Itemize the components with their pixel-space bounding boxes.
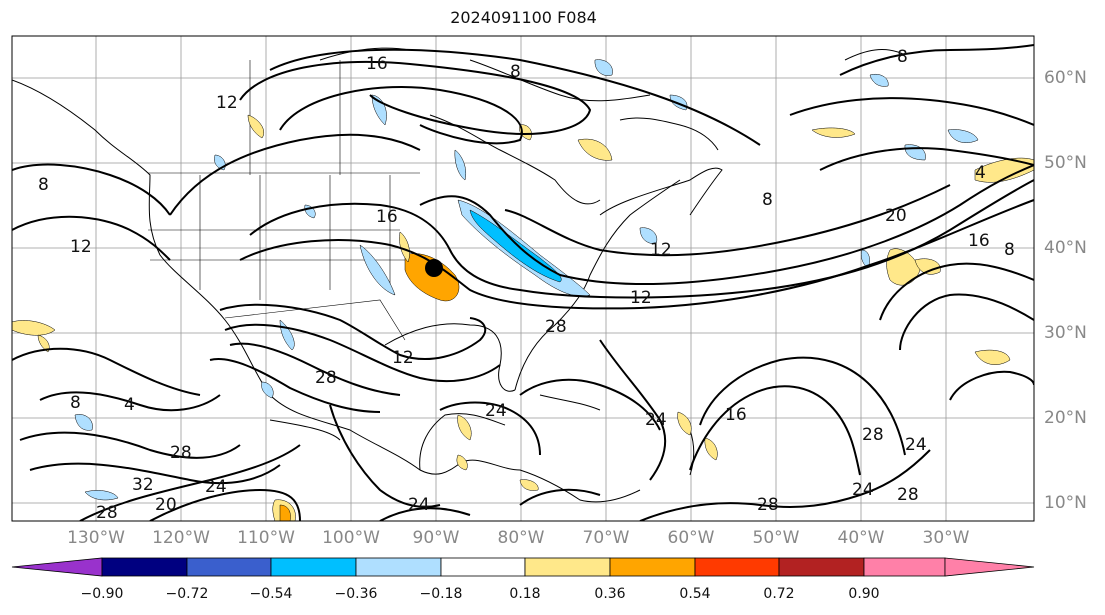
contour-label: 8 [38,175,49,195]
contour-label: 12 [392,348,414,368]
longitude-label: 40°W [837,528,885,548]
map-title: 2024091100 F084 [450,8,597,27]
contour-label: 8 [70,393,81,413]
contour-lines [12,44,1034,521]
colorbar-segment [609,557,696,577]
contour-label: 20 [155,495,177,515]
colorbar-segment [778,557,865,577]
longitude-label: 60°W [667,528,715,548]
contour-label: 8 [897,47,908,67]
contour-label: 8 [762,190,773,210]
contour-label: 4 [124,395,135,415]
longitude-label: 90°W [412,528,460,548]
colorbar-tick-label: 0.72 [763,586,795,602]
contour-label: 16 [376,207,398,227]
contour-label: 24 [852,480,874,500]
longitude-label: 120°W [152,528,210,548]
contour-label: 12 [70,237,92,257]
latitude-label: 20°N [1044,408,1087,428]
colorbar-tick-label: 0.36 [594,586,626,602]
latitude-label: 40°N [1044,238,1087,258]
map-frame [11,35,1035,522]
storm-center-marker [425,259,443,277]
contour-label-group: 16 8 12 8 12 16 12 4 8 20 16 8 12 28 12 … [38,47,1015,523]
colorbar-segment [355,557,442,577]
contour-label: 24 [645,410,667,430]
contour-label: 20 [885,206,907,226]
longitude-label: 110°W [237,528,295,548]
longitude-label: 100°W [322,528,380,548]
colorbar-segment [524,557,611,577]
latitude-label: 60°N [1044,68,1087,88]
colorbar-high-extension [944,557,1035,577]
contour-label: 16 [366,54,388,74]
contour-label: 12 [650,240,672,260]
longitude-label: 130°W [67,528,125,548]
contour-label: 24 [205,477,227,497]
contour-label: 24 [485,401,507,421]
colorbar-segment [863,557,946,577]
longitude-label: 80°W [497,528,545,548]
contour-label: 16 [725,405,747,425]
contour-label: 8 [510,62,521,82]
longitude-label: 50°W [752,528,800,548]
contour-label: 28 [897,485,919,505]
colorbar-tick-label: −0.90 [80,586,124,602]
latitude-label: 10°N [1044,493,1087,513]
colorbar-tick-label: −0.36 [334,586,378,602]
latitude-label: 30°N [1044,323,1087,343]
colorbar-tick-label: −0.18 [419,586,463,602]
contour-label: 12 [216,93,238,113]
colorbar-segment [186,557,272,577]
contour-label: 32 [132,475,154,495]
contour-label: 28 [545,317,567,337]
colorbar-tick-label: 0.54 [679,586,711,602]
colorbar-tick-label: 0.90 [848,586,880,602]
political-borders [148,60,430,341]
colorbar-tick-label: 0.18 [509,586,541,602]
contour-label: 28 [170,443,192,463]
contour-label: 8 [1004,240,1015,260]
colorbar-segment [101,557,188,577]
colorbar [11,557,1035,577]
colorbar-tick-label: −0.54 [249,586,293,602]
contour-label: 28 [757,495,779,515]
contour-label: 24 [905,435,927,455]
contour-label: 12 [630,288,652,308]
gridlines [12,36,1034,521]
latitude-label: 50°N [1044,153,1087,173]
colorbar-tick-label: −0.72 [165,586,209,602]
longitude-label: 30°W [922,528,970,548]
colorbar-segment [694,557,780,577]
coastlines [12,47,906,503]
contour-label: 4 [975,163,986,183]
contour-label: 24 [408,495,430,515]
shaded-regions [12,59,1034,521]
contour-label: 28 [862,425,884,445]
contour-label: 28 [96,503,118,523]
colorbar-low-extension [11,557,103,577]
colorbar-segment [270,557,357,577]
contour-label: 16 [968,231,990,251]
contour-label: 28 [315,368,337,388]
longitude-label: 70°W [582,528,630,548]
colorbar-segment [440,557,526,577]
